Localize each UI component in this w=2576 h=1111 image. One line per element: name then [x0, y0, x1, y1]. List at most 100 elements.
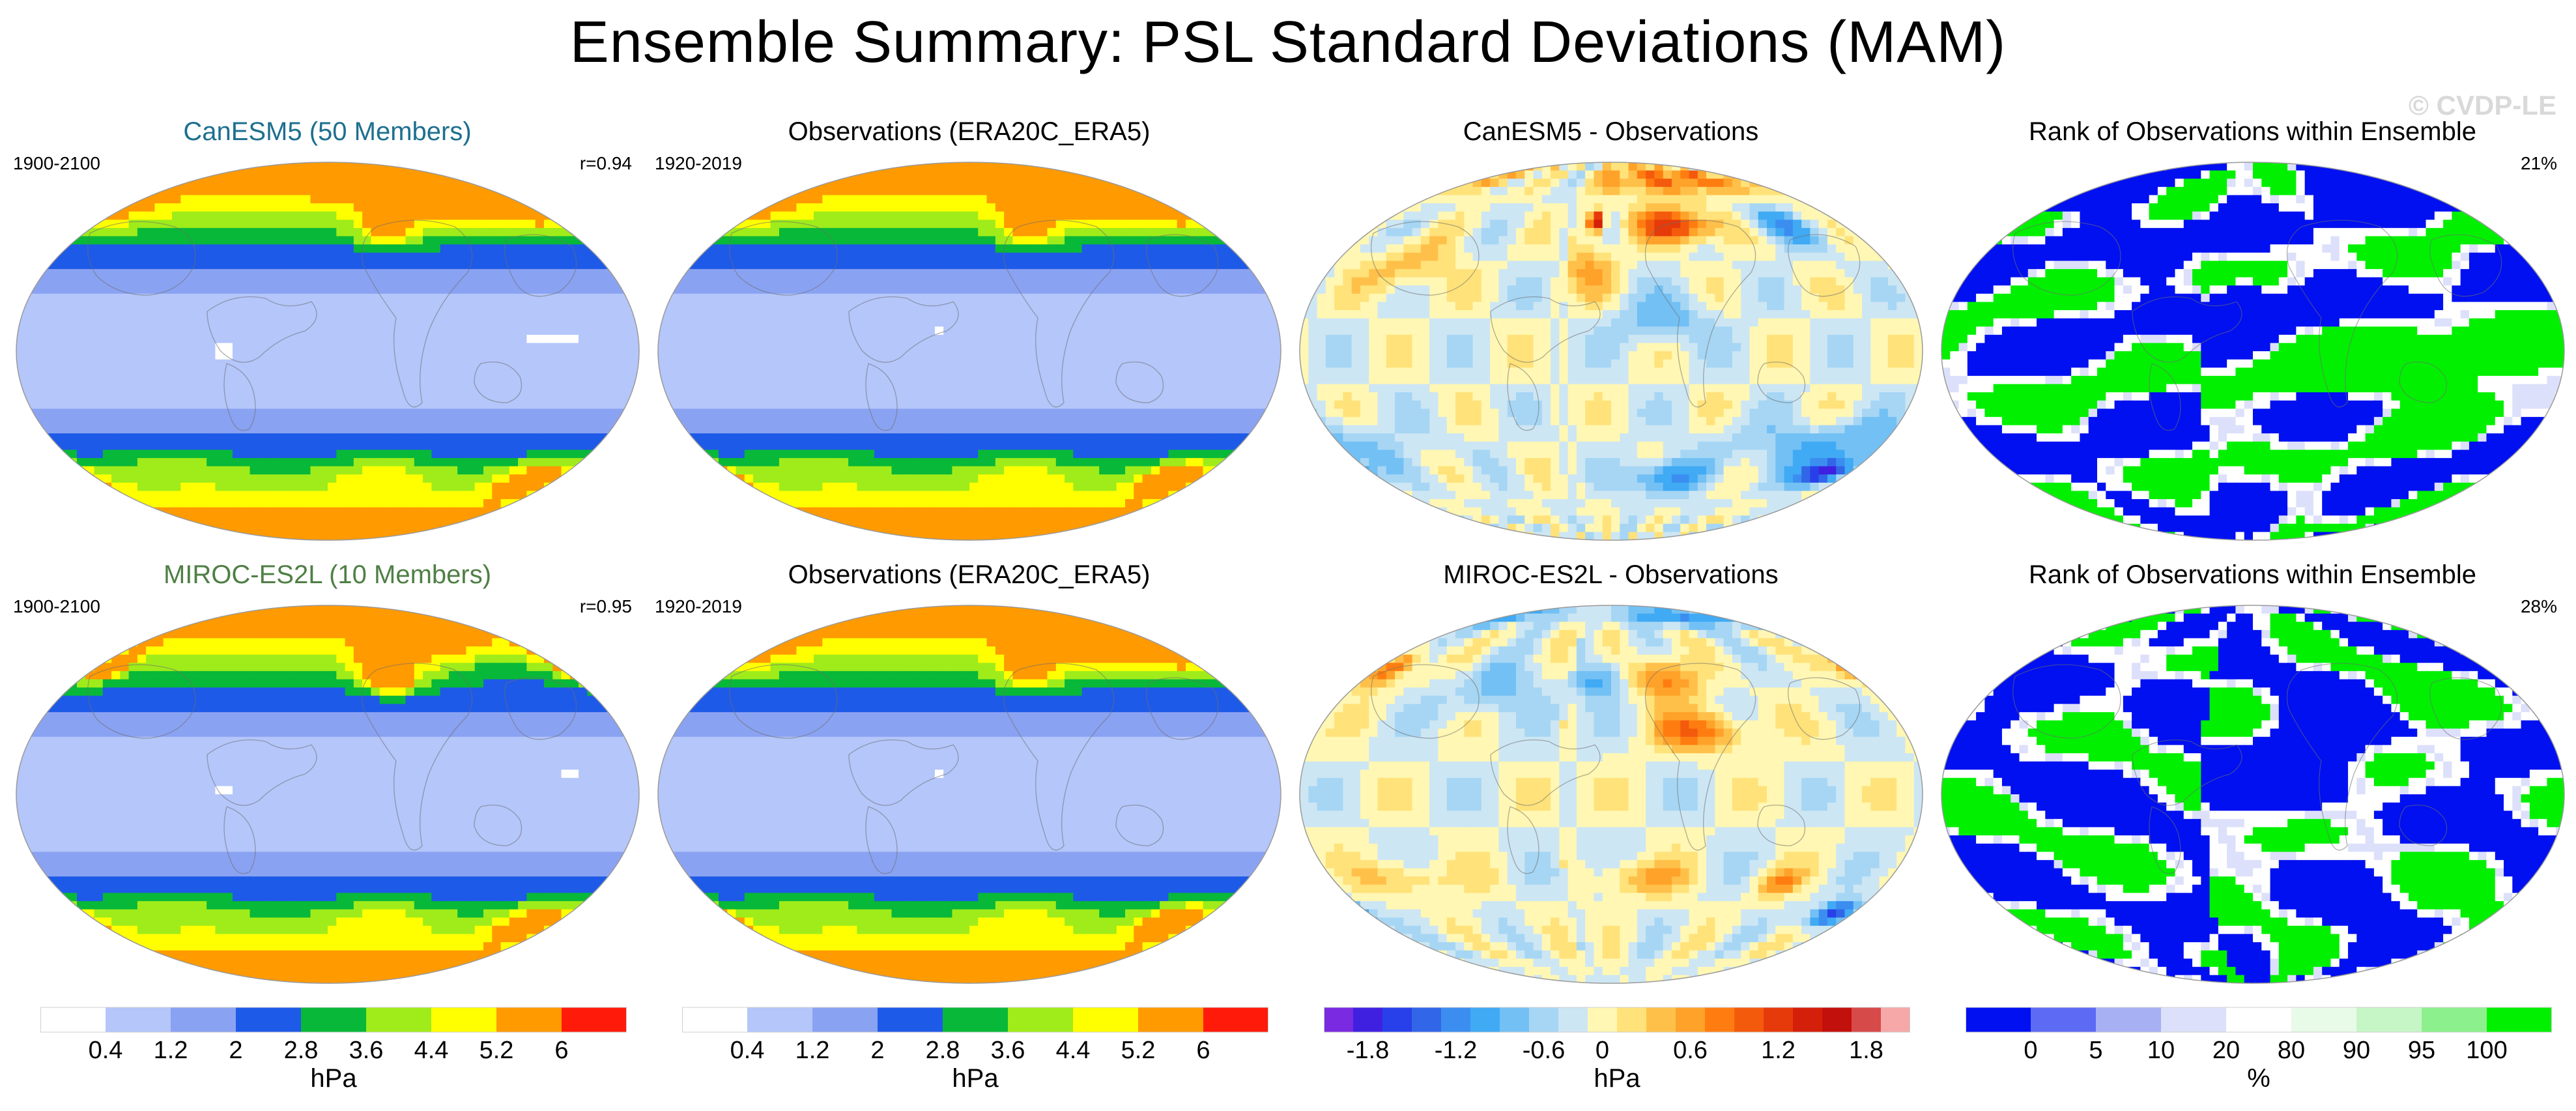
colorbar-swatch — [1500, 1007, 1530, 1032]
panel-title: MIROC-ES2L (10 Members) — [7, 560, 648, 590]
colorbar-swatch — [1881, 1007, 1910, 1032]
colorbar-swatch — [1966, 1007, 2031, 1032]
colorbar-swatch — [1617, 1007, 1647, 1032]
map-rank — [1937, 592, 2569, 989]
map-rank — [1937, 149, 2569, 546]
colorbar-tick: 10 — [2147, 1037, 2175, 1065]
panel-title: Rank of Observations within Ensemble — [1932, 560, 2573, 590]
panel-canesm5: CanESM5 (50 Members) 1900-2100 r=0.94 — [7, 117, 648, 547]
panel-miroc: MIROC-ES2L (10 Members) 1900-2100 r=0.95 — [7, 560, 648, 990]
colorbar-tick: 4.4 — [414, 1037, 449, 1065]
panel-obs-1: Observations (ERA20C_ERA5) 1920-2019 — [648, 117, 1290, 547]
colorbar-tick: 2.8 — [926, 1037, 960, 1065]
colorbar-tick: 5.2 — [1121, 1037, 1156, 1065]
colorbar-swatch — [1324, 1007, 1354, 1032]
colorbar-swatch — [1412, 1007, 1442, 1032]
map-miroc-sd — [12, 592, 644, 989]
colorbar-tick: 2 — [870, 1037, 884, 1065]
colorbar-swatch — [236, 1007, 302, 1032]
colorbar-tick: 0 — [2024, 1037, 2037, 1065]
colorbar-swatch — [1852, 1007, 1882, 1032]
panel-rank-2: Rank of Observations within Ensemble 28% — [1932, 560, 2573, 990]
colorbar-unit: hPa — [682, 1064, 1268, 1093]
colorbar-tick: 20 — [2212, 1037, 2240, 1065]
colorbar-tick: 90 — [2343, 1037, 2370, 1065]
colorbar-tick: 6 — [1196, 1037, 1210, 1065]
panel-rank-1: Rank of Observations within Ensemble 21% — [1932, 117, 2573, 547]
colorbar-swatch — [1793, 1007, 1823, 1032]
panel-title: Observations (ERA20C_ERA5) — [648, 117, 1290, 147]
colorbar-tick: 80 — [2278, 1037, 2305, 1065]
map-observations-sd — [653, 149, 1285, 546]
colorbar-tick: 1.2 — [1761, 1037, 1796, 1065]
colorbar-swatch — [1705, 1007, 1735, 1032]
map-difference — [1295, 149, 1927, 546]
colorbar-swatch — [1203, 1007, 1268, 1032]
panel-canesm5-minus-obs: CanESM5 - Observations — [1290, 117, 1932, 547]
colorbar-unit: % — [1966, 1064, 2552, 1093]
panel-title: CanESM5 (50 Members) — [7, 117, 648, 147]
colorbar-swatch — [1138, 1007, 1204, 1032]
colorbar-swatch — [1353, 1007, 1383, 1032]
colorbar-swatch — [2096, 1007, 2162, 1032]
map-field — [658, 605, 1281, 984]
colorbar-swatch — [106, 1007, 171, 1032]
colorbar-swatch — [2031, 1007, 2097, 1032]
colorbar-swatch — [2161, 1007, 2227, 1032]
colorbar-swatch — [496, 1007, 562, 1032]
colorbar-tick: 2.8 — [284, 1037, 319, 1065]
map-field — [16, 605, 640, 984]
colorbar-swatch — [2226, 1007, 2292, 1032]
colorbar-unit: hPa — [1324, 1064, 1910, 1093]
map-canesm5-sd — [12, 149, 644, 546]
colorbar-tick: 0 — [1596, 1037, 1609, 1065]
colorbar-swatch — [366, 1007, 432, 1032]
colorbar-tick: 1.8 — [1849, 1037, 1883, 1065]
colorbar-swatch — [1588, 1007, 1618, 1032]
panel-title: MIROC-ES2L - Observations — [1290, 560, 1932, 590]
colorbar-swatch — [171, 1007, 236, 1032]
colorbar-tick: 5 — [2089, 1037, 2102, 1065]
colorbar-swatch — [562, 1007, 627, 1032]
colorbar-tick: 6 — [554, 1037, 568, 1065]
colorbar-swatch — [1073, 1007, 1139, 1032]
colorbar-swatch — [431, 1007, 497, 1032]
colorbar-swatch — [2422, 1007, 2487, 1032]
map-field — [16, 162, 640, 541]
colorbar-swatch — [1822, 1007, 1852, 1032]
colorbar-tick: 0.6 — [1673, 1037, 1708, 1065]
map-field — [658, 162, 1281, 541]
colorbar-tick: -1.2 — [1435, 1037, 1477, 1065]
colorbar-tick: -1.8 — [1347, 1037, 1389, 1065]
colorbar-tick: 2 — [229, 1037, 242, 1065]
panel-title: Rank of Observations within Ensemble — [1932, 117, 2573, 147]
colorbar-swatch — [1529, 1007, 1559, 1032]
colorbar-swatch — [1008, 1007, 1074, 1032]
colorbar-swatch — [1470, 1007, 1500, 1032]
colorbar-tick: 1.2 — [795, 1037, 830, 1065]
colorbar-swatch — [1764, 1007, 1794, 1032]
map-field — [1300, 162, 1923, 541]
colorbar-tick: 3.6 — [991, 1037, 1025, 1065]
map-difference — [1295, 592, 1927, 989]
colorbar-swatch — [40, 1007, 106, 1032]
colorbar-swatch — [943, 1007, 1009, 1032]
colorbar-swatches — [682, 1007, 1268, 1033]
colorbar-swatches — [40, 1007, 627, 1033]
colorbar-tick: 95 — [2408, 1037, 2435, 1065]
colorbar-swatch — [2487, 1007, 2552, 1032]
colorbar-swatch — [747, 1007, 813, 1032]
panel-obs-2: Observations (ERA20C_ERA5) 1920-2019 — [648, 560, 1290, 990]
colorbar-swatch — [1382, 1007, 1412, 1032]
map-field — [1941, 162, 2565, 541]
colorbar-tick: -0.6 — [1523, 1037, 1565, 1065]
colorbar-swatch — [812, 1007, 878, 1032]
colorbar-swatch — [1734, 1007, 1764, 1032]
map-observations-sd — [653, 592, 1285, 989]
panel-title: Observations (ERA20C_ERA5) — [648, 560, 1290, 590]
colorbar-swatch — [1676, 1007, 1706, 1032]
colorbar-swatch — [1558, 1007, 1588, 1032]
